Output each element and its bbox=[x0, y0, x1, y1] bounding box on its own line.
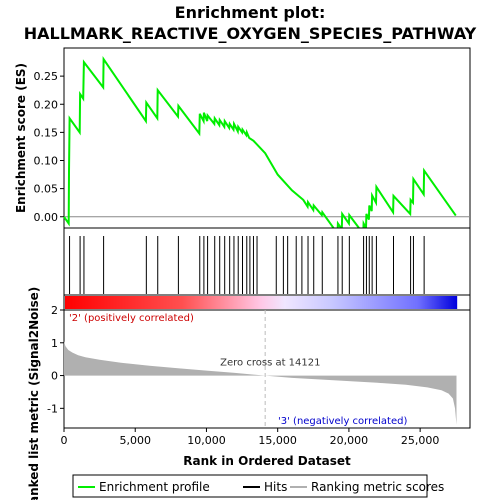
legend-label-metric: Ranking metric scores bbox=[311, 480, 444, 494]
es-ytick-label: 0.05 bbox=[34, 183, 59, 196]
hits-panel-frame bbox=[63, 227, 471, 296]
rank-color-bar bbox=[65, 296, 458, 309]
x-tick-label: 10,000 bbox=[187, 434, 226, 447]
metric-axis: -1 0 1 2 bbox=[47, 304, 64, 415]
es-ytick-label: 0.10 bbox=[34, 155, 59, 168]
es-ylabel: Enrichment score (ES) bbox=[14, 63, 28, 213]
hits-marks bbox=[69, 236, 425, 294]
metric-ytick-label: 2 bbox=[51, 304, 58, 317]
es-ytick-label: 0.20 bbox=[34, 98, 59, 111]
es-ytick-label: 0.15 bbox=[34, 126, 59, 139]
metric-ytick-label: 0 bbox=[51, 370, 58, 383]
es-panel-frame bbox=[63, 47, 471, 229]
x-axis: 0 5,000 10,000 15,000 20,000 25,000 bbox=[61, 428, 440, 447]
positive-correlation-label: '2' (positively correlated) bbox=[69, 313, 194, 324]
metric-ytick-label: -1 bbox=[47, 402, 58, 415]
metric-ylabel: Ranked list metric (Signal2Noise) bbox=[27, 287, 41, 500]
es-axis: 0.00 0.05 0.10 0.15 0.20 0.25 bbox=[34, 70, 64, 224]
x-axis-label: Rank in Ordered Dataset bbox=[183, 454, 351, 468]
legend-label-hits: Hits bbox=[264, 480, 287, 494]
x-tick-label: 15,000 bbox=[258, 434, 297, 447]
x-tick-label: 20,000 bbox=[330, 434, 369, 447]
legend-label-enrichment: Enrichment profile bbox=[99, 480, 210, 494]
enrichment-profile-line bbox=[63, 56, 457, 237]
x-tick-label: 25,000 bbox=[401, 434, 440, 447]
x-tick-label: 5,000 bbox=[119, 434, 151, 447]
chart-title-line2: HALLMARK_REACTIVE_OXYGEN_SPECIES_PATHWAY bbox=[24, 24, 477, 43]
zero-cross-label: Zero cross at 14121 bbox=[220, 358, 320, 369]
es-ytick-label: 0.00 bbox=[34, 211, 59, 224]
es-ytick-label: 0.25 bbox=[34, 70, 59, 83]
chart-title-line1: Enrichment plot: bbox=[175, 3, 326, 22]
x-tick-label: 0 bbox=[61, 434, 68, 447]
metric-ytick-label: 1 bbox=[51, 337, 58, 350]
negative-correlation-label: '3' (negatively correlated) bbox=[278, 416, 407, 427]
